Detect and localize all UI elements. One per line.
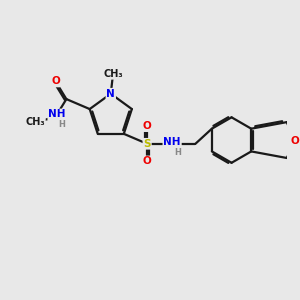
- Text: H: H: [58, 120, 65, 129]
- Text: CH₃: CH₃: [25, 117, 45, 127]
- Text: O: O: [143, 156, 152, 167]
- Text: N: N: [106, 89, 115, 99]
- Text: H: H: [174, 148, 181, 157]
- Text: O: O: [291, 136, 299, 146]
- Text: NH: NH: [164, 136, 181, 146]
- Text: O: O: [51, 76, 60, 86]
- Text: O: O: [143, 121, 152, 131]
- Text: CH₃: CH₃: [103, 69, 123, 79]
- Text: S: S: [143, 139, 151, 149]
- Text: NH: NH: [48, 110, 66, 119]
